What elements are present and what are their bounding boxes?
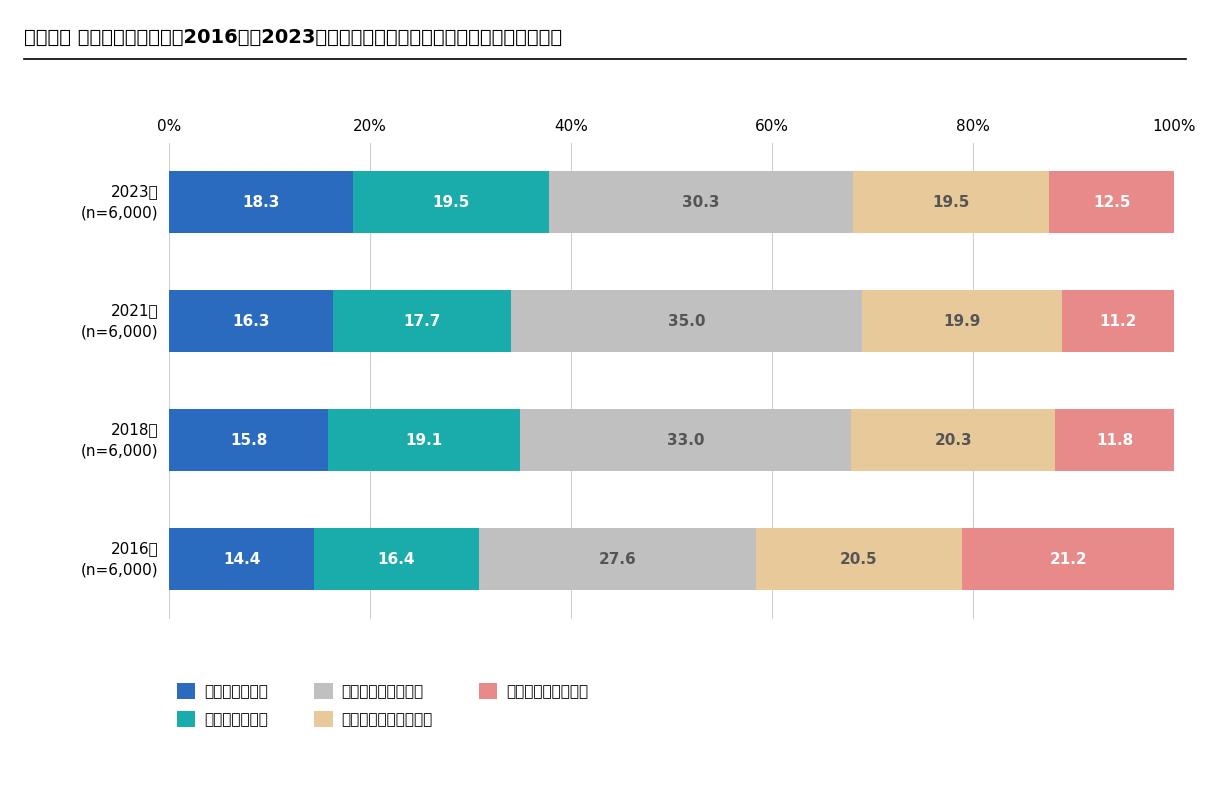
Bar xyxy=(962,528,1175,590)
Bar xyxy=(549,171,853,233)
Text: 19.5: 19.5 xyxy=(432,195,469,209)
Legend: ぜひ就労したい, やや就労したい, どちらともいえない, あまり就労したくない, 全く就労したくない: ぜひ就労したい, やや就労したい, どちらともいえない, あまり就労したくない,… xyxy=(177,684,588,727)
Bar xyxy=(520,409,852,471)
Text: 15.8: 15.8 xyxy=(230,433,267,447)
Bar xyxy=(1049,171,1175,233)
Text: 30.3: 30.3 xyxy=(682,195,720,209)
Bar xyxy=(1055,409,1174,471)
Text: 17.7: 17.7 xyxy=(403,314,440,328)
Bar xyxy=(169,409,328,471)
Bar xyxy=(511,290,863,352)
Bar xyxy=(756,528,962,590)
Text: 《個人》 シニアの就労意欲（2016年～2023年の推移）　　（単一回答）《対象者：全員》: 《個人》 シニアの就労意欲（2016年～2023年の推移） （単一回答）《対象者… xyxy=(24,28,563,47)
Text: 14.4: 14.4 xyxy=(223,552,260,566)
Bar xyxy=(479,528,756,590)
Text: 16.4: 16.4 xyxy=(378,552,415,566)
Text: 20.5: 20.5 xyxy=(840,552,877,566)
Bar xyxy=(853,171,1049,233)
Bar xyxy=(169,290,333,352)
Bar xyxy=(863,290,1062,352)
Text: 19.1: 19.1 xyxy=(405,433,443,447)
Text: 27.6: 27.6 xyxy=(599,552,636,566)
Bar xyxy=(315,528,479,590)
Bar xyxy=(1062,290,1175,352)
Text: 33.0: 33.0 xyxy=(667,433,704,447)
Text: 11.8: 11.8 xyxy=(1096,433,1133,447)
Text: 11.2: 11.2 xyxy=(1100,314,1137,328)
Text: 12.5: 12.5 xyxy=(1093,195,1130,209)
Bar xyxy=(328,409,520,471)
Text: 16.3: 16.3 xyxy=(232,314,270,328)
Bar xyxy=(169,171,353,233)
Text: 19.9: 19.9 xyxy=(944,314,981,328)
Text: 35.0: 35.0 xyxy=(668,314,705,328)
Text: 19.5: 19.5 xyxy=(933,195,970,209)
Bar xyxy=(333,290,511,352)
Text: 20.3: 20.3 xyxy=(934,433,972,447)
Text: 21.2: 21.2 xyxy=(1049,552,1087,566)
Text: 18.3: 18.3 xyxy=(243,195,280,209)
Bar xyxy=(852,409,1055,471)
Bar xyxy=(353,171,549,233)
Bar xyxy=(169,528,315,590)
